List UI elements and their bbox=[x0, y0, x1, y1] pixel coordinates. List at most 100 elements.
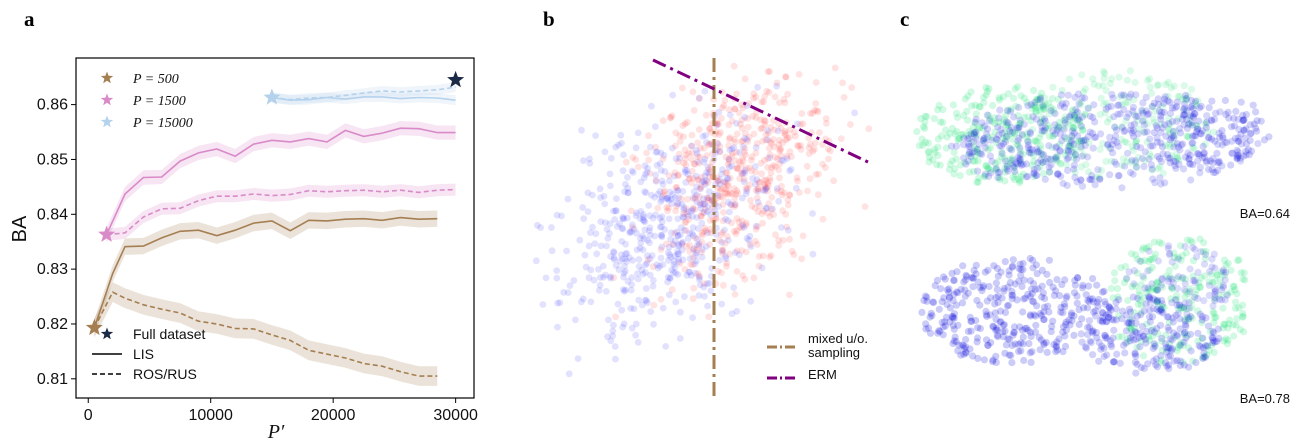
embedding-point bbox=[974, 178, 982, 186]
scatter-point bbox=[698, 229, 706, 237]
embedding-point bbox=[1078, 315, 1086, 323]
embedding-point bbox=[1140, 307, 1148, 315]
embedding-point bbox=[1153, 134, 1161, 142]
scatter-point bbox=[597, 194, 604, 202]
embedding-point bbox=[976, 123, 984, 131]
embedding-point bbox=[983, 312, 991, 320]
scatter-point bbox=[641, 162, 649, 170]
embedding-point bbox=[1032, 171, 1040, 179]
embedding-point bbox=[1151, 285, 1159, 293]
scatter-point bbox=[650, 301, 658, 309]
scatter-point bbox=[597, 218, 605, 226]
embedding-point bbox=[1173, 117, 1181, 125]
scatter-point bbox=[664, 194, 672, 202]
scatter-point bbox=[679, 256, 687, 264]
embedding-point bbox=[1024, 133, 1032, 141]
embedding-point bbox=[989, 356, 997, 364]
embedding-point bbox=[1059, 124, 1067, 132]
embedding-point bbox=[1203, 118, 1211, 126]
embedding-point bbox=[935, 305, 943, 313]
embedding-point bbox=[1047, 161, 1055, 169]
embedding-point bbox=[1192, 132, 1200, 140]
scatter-point bbox=[674, 215, 682, 223]
scatter-point bbox=[553, 211, 561, 219]
scatter-point bbox=[744, 115, 752, 122]
embedding-point bbox=[1145, 313, 1154, 321]
embedding-point bbox=[1182, 249, 1190, 257]
scatter-point bbox=[614, 300, 622, 308]
embedding-point bbox=[983, 130, 991, 138]
embedding-point bbox=[930, 298, 938, 307]
embedding-point bbox=[1137, 301, 1145, 309]
embedding-point bbox=[1179, 111, 1187, 119]
embedding-point bbox=[1179, 95, 1187, 103]
scatter-point bbox=[774, 155, 781, 163]
embedding-point bbox=[1176, 357, 1184, 365]
embedding-point bbox=[1167, 295, 1175, 303]
embedding-point bbox=[1156, 174, 1164, 182]
marker-star-3 bbox=[447, 70, 465, 88]
embedding-point bbox=[1062, 151, 1070, 159]
scatter-point bbox=[720, 281, 727, 289]
embedding-point bbox=[1110, 358, 1118, 366]
embedding-point bbox=[1184, 120, 1192, 128]
embedding-point bbox=[1158, 346, 1166, 354]
scatter-point bbox=[694, 153, 702, 161]
embedding-point bbox=[1235, 256, 1243, 264]
embedding-point bbox=[1200, 239, 1208, 247]
scatter-point bbox=[622, 158, 630, 166]
embedding-point bbox=[1058, 86, 1066, 95]
embedding-point bbox=[1195, 104, 1204, 112]
embedding-point bbox=[1141, 156, 1149, 164]
embedding-point bbox=[941, 318, 949, 326]
embedding-point bbox=[1134, 300, 1142, 308]
embedding-point bbox=[994, 298, 1002, 306]
embedding-point bbox=[1011, 129, 1019, 137]
embedding-point bbox=[1072, 114, 1080, 122]
embedding-point bbox=[1161, 121, 1169, 129]
scatter-point bbox=[765, 129, 773, 137]
scatter-point bbox=[689, 295, 697, 303]
embedding-point bbox=[996, 173, 1004, 182]
embedding-point bbox=[1080, 136, 1088, 144]
embedding-point bbox=[1020, 94, 1028, 102]
embedding-point bbox=[1012, 170, 1020, 178]
embedding-point bbox=[1036, 103, 1044, 111]
embedding-point bbox=[1193, 150, 1201, 158]
scatter-point bbox=[646, 212, 654, 220]
embedding-point bbox=[976, 301, 984, 309]
scatter-point bbox=[699, 245, 706, 253]
embedding-point bbox=[974, 125, 982, 133]
embedding-point bbox=[1018, 282, 1026, 291]
embedding-point bbox=[1061, 119, 1069, 127]
scatter-point bbox=[674, 172, 682, 180]
scatter-point bbox=[796, 189, 803, 196]
embedding-point bbox=[1048, 322, 1056, 330]
scatter-point bbox=[640, 213, 647, 221]
embedding-point bbox=[1200, 353, 1208, 361]
embedding-point bbox=[994, 158, 1002, 166]
scatter-point bbox=[707, 287, 715, 295]
scatter-point bbox=[624, 184, 632, 192]
embedding-point bbox=[1096, 175, 1104, 183]
scatter-point bbox=[641, 218, 649, 226]
embedding-point bbox=[1095, 82, 1103, 90]
embedding-point bbox=[1060, 300, 1068, 308]
embedding-point bbox=[1092, 329, 1100, 337]
embedding-point bbox=[1012, 159, 1020, 167]
embedding-point bbox=[1034, 159, 1042, 167]
embedding-point bbox=[942, 313, 951, 321]
scatter-point bbox=[746, 232, 754, 240]
embedding-point bbox=[1202, 251, 1210, 259]
embedding-point bbox=[1003, 165, 1011, 173]
scatter-point bbox=[556, 299, 564, 307]
embedding-point bbox=[1142, 93, 1150, 101]
embedding-point bbox=[1189, 105, 1197, 113]
embedding-point bbox=[1176, 325, 1184, 333]
embedding-point bbox=[1039, 170, 1048, 178]
embedding-point bbox=[1213, 271, 1221, 279]
embedding-point bbox=[1099, 317, 1107, 325]
scatter-point bbox=[743, 136, 751, 143]
scatter-point bbox=[689, 204, 697, 212]
scatter-point bbox=[726, 250, 733, 258]
